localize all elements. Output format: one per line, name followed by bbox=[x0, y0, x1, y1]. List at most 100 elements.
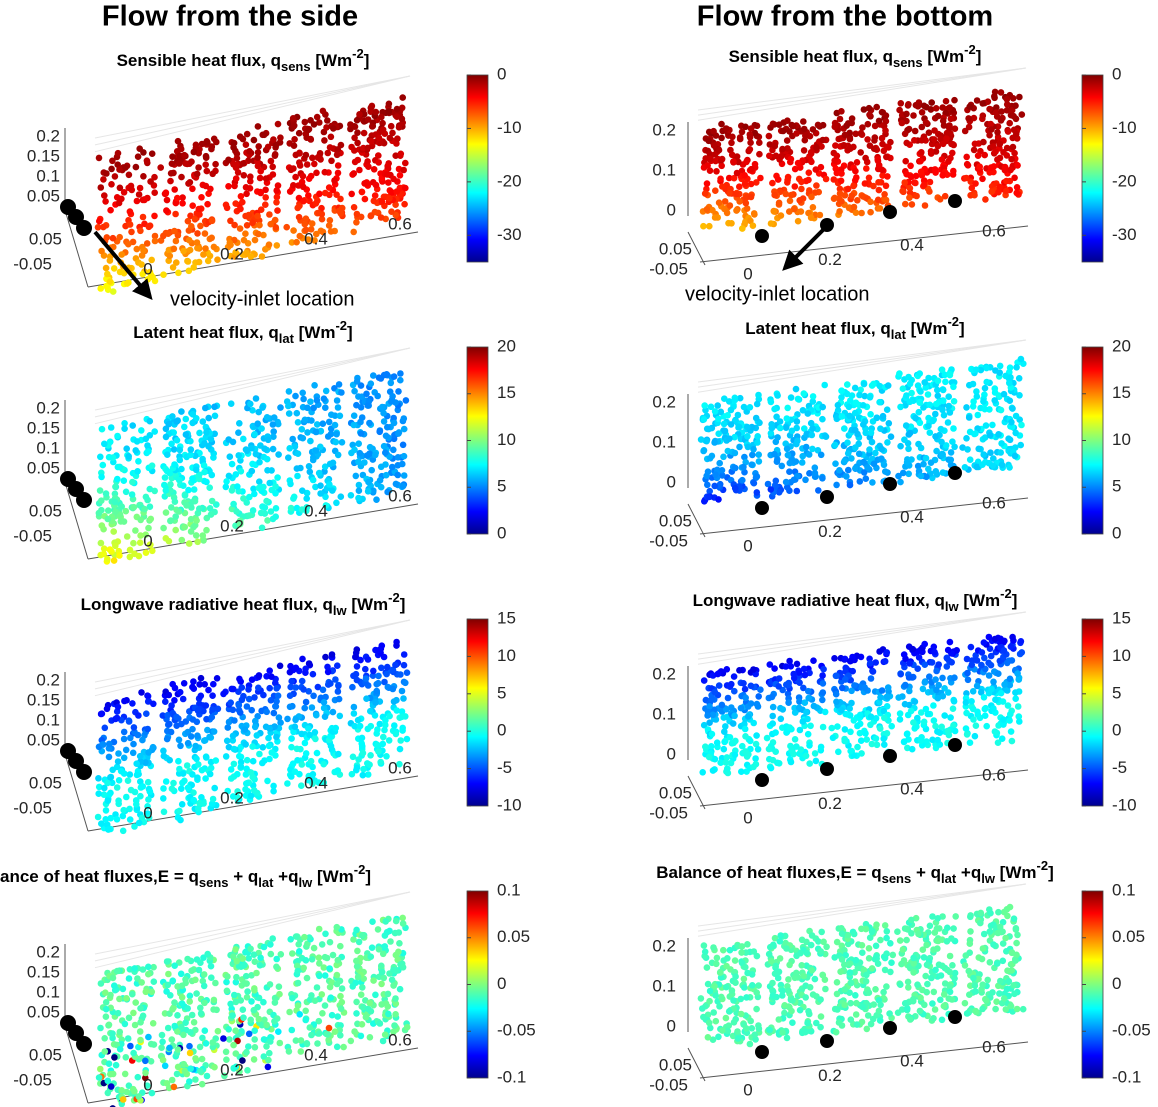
scatter-point bbox=[235, 429, 242, 436]
scatter-point bbox=[185, 267, 193, 275]
scatter-point bbox=[288, 735, 295, 742]
scatter-point bbox=[786, 208, 793, 215]
scatter-point bbox=[242, 230, 249, 237]
scatter-point bbox=[364, 488, 372, 495]
scatter-point bbox=[145, 814, 153, 822]
scatter-point bbox=[245, 686, 252, 693]
scatter-point bbox=[176, 807, 183, 815]
scatter-point bbox=[296, 1011, 304, 1018]
scatter-point bbox=[355, 481, 363, 489]
scatter-point bbox=[315, 1017, 323, 1025]
scatter-point bbox=[200, 537, 207, 544]
scatter-point bbox=[271, 216, 279, 224]
scatter-point bbox=[766, 152, 773, 160]
scatter-point bbox=[327, 133, 335, 141]
inlet-marker bbox=[883, 205, 897, 219]
scatter-point bbox=[866, 446, 873, 453]
scatter-point bbox=[198, 1055, 206, 1063]
scatter-point bbox=[333, 923, 341, 931]
scatter-point bbox=[249, 507, 257, 514]
scatter-point bbox=[254, 420, 261, 427]
scatter-point bbox=[235, 702, 243, 709]
y-tick-label: 0.05 bbox=[659, 239, 692, 258]
scatter-point bbox=[316, 972, 323, 980]
scatter-point bbox=[133, 771, 141, 779]
scatter-point bbox=[720, 745, 728, 753]
scatter-point bbox=[222, 1048, 230, 1056]
z-tick-label: 0.1 bbox=[36, 438, 60, 457]
scatter-point bbox=[181, 1067, 189, 1075]
scatter-point bbox=[181, 523, 188, 531]
scatter-point bbox=[108, 181, 115, 188]
scatter-point bbox=[965, 115, 972, 122]
scatter-point bbox=[210, 996, 218, 1004]
scatter-point bbox=[187, 451, 194, 459]
scatter-point bbox=[192, 742, 199, 750]
scatter-point bbox=[354, 716, 362, 724]
scatter-point bbox=[933, 400, 940, 408]
scatter-point bbox=[260, 1053, 268, 1060]
scatter-point bbox=[708, 452, 716, 460]
scatter-point bbox=[283, 223, 291, 231]
scatter-point bbox=[701, 190, 709, 197]
annotation: velocity-inlet location bbox=[170, 288, 355, 310]
x-tick-label: 0.6 bbox=[388, 758, 412, 777]
scatter-point bbox=[363, 695, 370, 702]
scatter-point bbox=[236, 420, 243, 427]
scatter-point bbox=[833, 481, 840, 489]
scatter-point bbox=[809, 126, 817, 133]
scatter-point bbox=[802, 443, 810, 451]
scatter-point bbox=[141, 196, 148, 203]
scatter-point bbox=[233, 508, 240, 515]
scatter-point bbox=[715, 430, 722, 437]
scatter-point bbox=[186, 1042, 193, 1050]
scatter-point bbox=[270, 414, 278, 421]
scatter-point bbox=[190, 1019, 198, 1026]
scatter-point bbox=[319, 420, 327, 427]
scatter-point bbox=[741, 172, 748, 179]
scatter-point bbox=[349, 683, 356, 691]
scatter-point bbox=[256, 750, 263, 758]
scatter-point bbox=[211, 412, 219, 420]
scatter-point bbox=[852, 426, 859, 434]
scatter-point bbox=[195, 966, 203, 974]
scatter-point bbox=[111, 1054, 118, 1061]
scatter-point bbox=[874, 196, 882, 204]
scatter-point bbox=[137, 792, 144, 800]
box-grid bbox=[94, 75, 411, 153]
scatter-point bbox=[868, 438, 876, 446]
scatter-point bbox=[749, 222, 757, 229]
scatter-point bbox=[184, 739, 192, 747]
scatter-point bbox=[381, 1031, 389, 1038]
scatter-point bbox=[878, 134, 886, 142]
scatter-point bbox=[811, 469, 819, 477]
scatter-point bbox=[160, 808, 168, 816]
scatter-point bbox=[237, 468, 245, 475]
scatter-point bbox=[106, 257, 114, 264]
scatter-point bbox=[990, 705, 997, 712]
z-tick-label: 0.15 bbox=[27, 146, 60, 165]
scatter-point bbox=[95, 1074, 103, 1081]
scatter-point bbox=[903, 110, 910, 118]
scatter-point bbox=[133, 438, 141, 445]
scatter-point bbox=[237, 678, 244, 685]
scatter-point bbox=[111, 173, 119, 180]
scatter-point bbox=[362, 665, 369, 673]
scatter-point bbox=[394, 471, 402, 479]
scatter-point bbox=[105, 507, 112, 514]
scatter-point bbox=[865, 104, 873, 112]
scatter-point bbox=[321, 972, 329, 979]
scatter-point bbox=[338, 998, 346, 1006]
scatter-point bbox=[396, 940, 403, 947]
scatter-point bbox=[115, 750, 122, 757]
scatter-point bbox=[366, 1034, 374, 1041]
scatter-point bbox=[793, 418, 801, 425]
scatter-point bbox=[916, 419, 924, 427]
box-grid bbox=[94, 347, 411, 418]
scatter-point bbox=[196, 211, 203, 218]
scatter-point bbox=[844, 381, 851, 388]
scatter-point bbox=[402, 397, 410, 404]
scatter-point bbox=[1006, 177, 1014, 185]
title-part: sens bbox=[893, 55, 923, 70]
scatter-point bbox=[142, 435, 150, 443]
